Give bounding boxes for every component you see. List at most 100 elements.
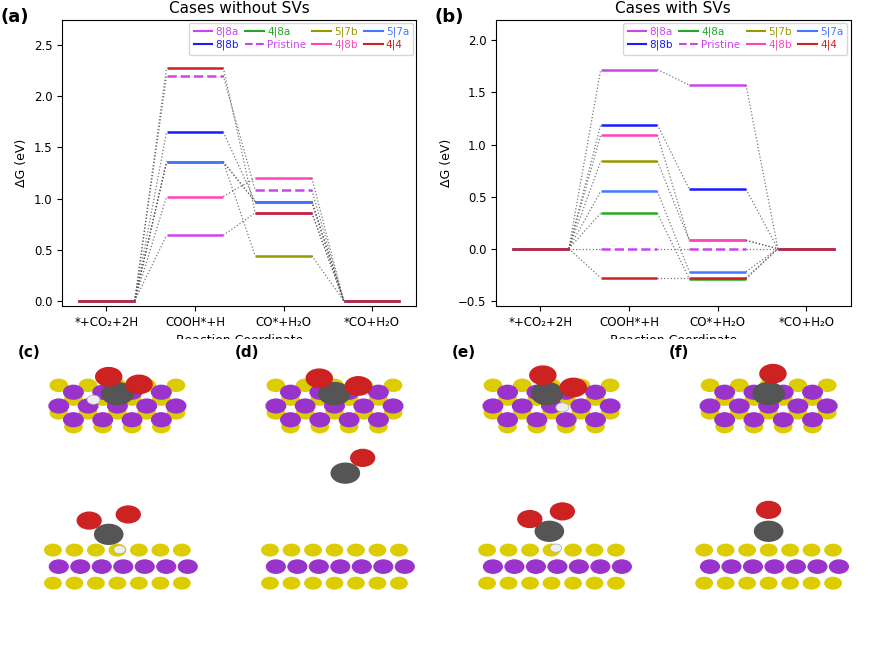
Circle shape <box>564 544 581 556</box>
Circle shape <box>804 577 820 589</box>
Circle shape <box>518 510 541 527</box>
Circle shape <box>528 421 546 433</box>
Circle shape <box>385 407 401 419</box>
Circle shape <box>66 544 82 556</box>
Circle shape <box>829 560 848 574</box>
Circle shape <box>587 421 604 433</box>
Circle shape <box>319 383 350 405</box>
Circle shape <box>152 544 168 556</box>
Circle shape <box>174 544 190 556</box>
Circle shape <box>528 393 546 405</box>
Circle shape <box>715 413 734 426</box>
Circle shape <box>700 399 719 413</box>
Circle shape <box>80 407 97 419</box>
Circle shape <box>351 449 375 466</box>
Circle shape <box>167 407 184 419</box>
Circle shape <box>267 560 285 574</box>
Circle shape <box>284 544 299 556</box>
Circle shape <box>543 544 560 556</box>
Circle shape <box>109 577 126 589</box>
Circle shape <box>702 407 719 419</box>
Circle shape <box>93 413 113 426</box>
Circle shape <box>261 544 278 556</box>
Circle shape <box>385 380 401 391</box>
Circle shape <box>587 393 604 405</box>
Circle shape <box>324 399 345 413</box>
Circle shape <box>789 399 808 413</box>
Circle shape <box>130 544 147 556</box>
Circle shape <box>107 399 128 413</box>
Circle shape <box>803 385 822 399</box>
Circle shape <box>122 385 142 399</box>
X-axis label: Reaction Coordinate: Reaction Coordinate <box>610 334 737 347</box>
Circle shape <box>339 413 359 426</box>
Title: Cases without SVs: Cases without SVs <box>169 1 309 16</box>
Circle shape <box>602 380 618 391</box>
Circle shape <box>484 560 502 574</box>
Circle shape <box>266 399 285 413</box>
Circle shape <box>556 385 576 399</box>
Circle shape <box>130 577 147 589</box>
Title: Cases with SVs: Cases with SVs <box>616 1 731 16</box>
Circle shape <box>297 407 314 419</box>
Circle shape <box>530 366 556 384</box>
Circle shape <box>369 413 388 426</box>
Circle shape <box>739 544 756 556</box>
Circle shape <box>527 413 547 426</box>
Circle shape <box>307 369 332 387</box>
Circle shape <box>556 403 569 412</box>
Circle shape <box>602 407 618 419</box>
Circle shape <box>355 380 372 391</box>
Circle shape <box>825 544 842 556</box>
Circle shape <box>152 393 170 405</box>
Circle shape <box>109 380 126 391</box>
Circle shape <box>543 380 560 391</box>
Circle shape <box>543 407 560 419</box>
Circle shape <box>295 399 315 413</box>
Circle shape <box>718 577 734 589</box>
Circle shape <box>696 577 712 589</box>
Circle shape <box>123 393 141 405</box>
Circle shape <box>478 544 495 556</box>
Circle shape <box>702 380 719 391</box>
Circle shape <box>483 399 502 413</box>
Circle shape <box>819 407 835 419</box>
Circle shape <box>284 577 299 589</box>
Circle shape <box>498 413 517 426</box>
Circle shape <box>137 399 157 413</box>
Circle shape <box>774 393 792 405</box>
Circle shape <box>109 544 126 556</box>
Circle shape <box>347 544 364 556</box>
Circle shape <box>571 399 591 413</box>
Circle shape <box>114 560 133 574</box>
Circle shape <box>77 512 101 529</box>
Circle shape <box>760 544 777 556</box>
Circle shape <box>804 393 821 405</box>
Text: (d): (d) <box>235 344 259 359</box>
Circle shape <box>485 380 501 391</box>
Circle shape <box>543 577 560 589</box>
Circle shape <box>550 544 562 552</box>
Circle shape <box>93 385 113 399</box>
Circle shape <box>716 421 734 433</box>
Circle shape <box>514 407 531 419</box>
Circle shape <box>310 413 330 426</box>
Circle shape <box>718 544 734 556</box>
Circle shape <box>355 407 372 419</box>
Circle shape <box>757 501 781 518</box>
Circle shape <box>548 560 567 574</box>
Circle shape <box>773 385 793 399</box>
Circle shape <box>731 380 748 391</box>
Circle shape <box>819 380 835 391</box>
Circle shape <box>87 395 100 404</box>
Circle shape <box>781 577 798 589</box>
Circle shape <box>731 407 748 419</box>
Circle shape <box>557 421 575 433</box>
Circle shape <box>808 560 827 574</box>
Circle shape <box>391 577 408 589</box>
Circle shape <box>305 577 322 589</box>
Circle shape <box>94 421 112 433</box>
Circle shape <box>167 380 184 391</box>
Circle shape <box>803 413 822 426</box>
Circle shape <box>532 383 563 405</box>
